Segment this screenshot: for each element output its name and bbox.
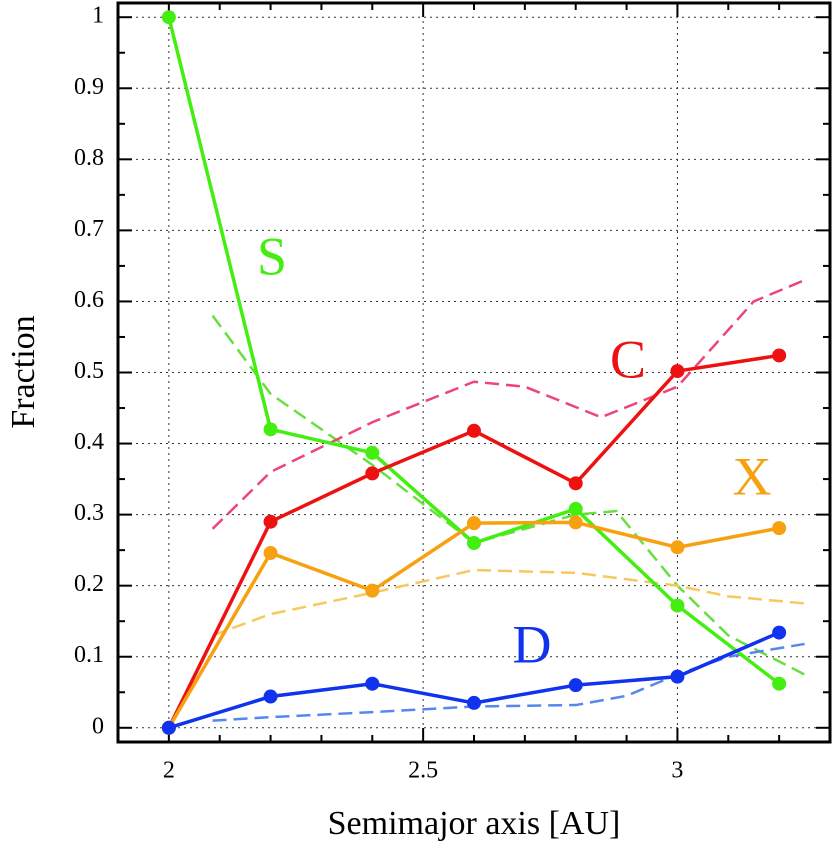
data-point [263,422,278,437]
data-point [365,445,380,460]
x-tick-label: 2 [163,758,175,784]
y-tick-label: 0.1 [74,642,104,668]
y-axis-label: Fraction [5,315,42,428]
data-point [467,536,481,551]
y-tick-label: 0.6 [74,287,104,313]
plot-frame [116,1,832,744]
data-point [263,514,278,529]
data-point [263,689,278,704]
data-point [467,695,481,710]
x-tick-label: 3 [671,758,683,784]
data-point [568,501,583,516]
y-tick-label: 0.8 [74,145,104,171]
y-tick-label: 0.5 [74,358,104,384]
data-point [365,466,380,481]
data-point [161,10,176,25]
data-point [772,348,787,363]
data-point [772,521,787,536]
series-label: D [513,614,552,674]
series-label: S [257,226,287,286]
series-line [167,16,781,686]
y-tick-label: 0.3 [74,500,104,526]
data-point [670,598,685,613]
data-point [670,669,685,684]
data-point [467,423,481,438]
model-curve [211,314,806,676]
series-label: C [610,329,646,389]
y-tick-label: 0.9 [74,74,104,100]
data-point [670,540,685,555]
x-tick-label: 2.5 [408,758,438,784]
y-tick-label: 0.2 [74,571,104,597]
y-tick-label: 0.7 [74,216,104,242]
data-point [161,720,176,735]
model-curve [211,278,806,530]
data-point [568,678,583,693]
data-point [263,545,278,560]
series-line [168,630,780,730]
data-point [772,625,787,640]
data-point [568,515,583,530]
data-point [568,476,583,491]
x-axis-label: Semimajor axis [AU] [328,805,621,842]
data-point [365,676,380,691]
data-point [365,583,380,598]
y-tick-label: 1 [92,3,104,29]
model-curve [212,568,805,637]
y-tick-label: 0.4 [74,429,104,455]
data-point [467,516,481,531]
data-point [670,364,685,379]
y-tick-label: 0 [92,713,104,739]
series-label: X [733,446,772,506]
model-curve [212,642,805,722]
data-point [772,676,787,691]
